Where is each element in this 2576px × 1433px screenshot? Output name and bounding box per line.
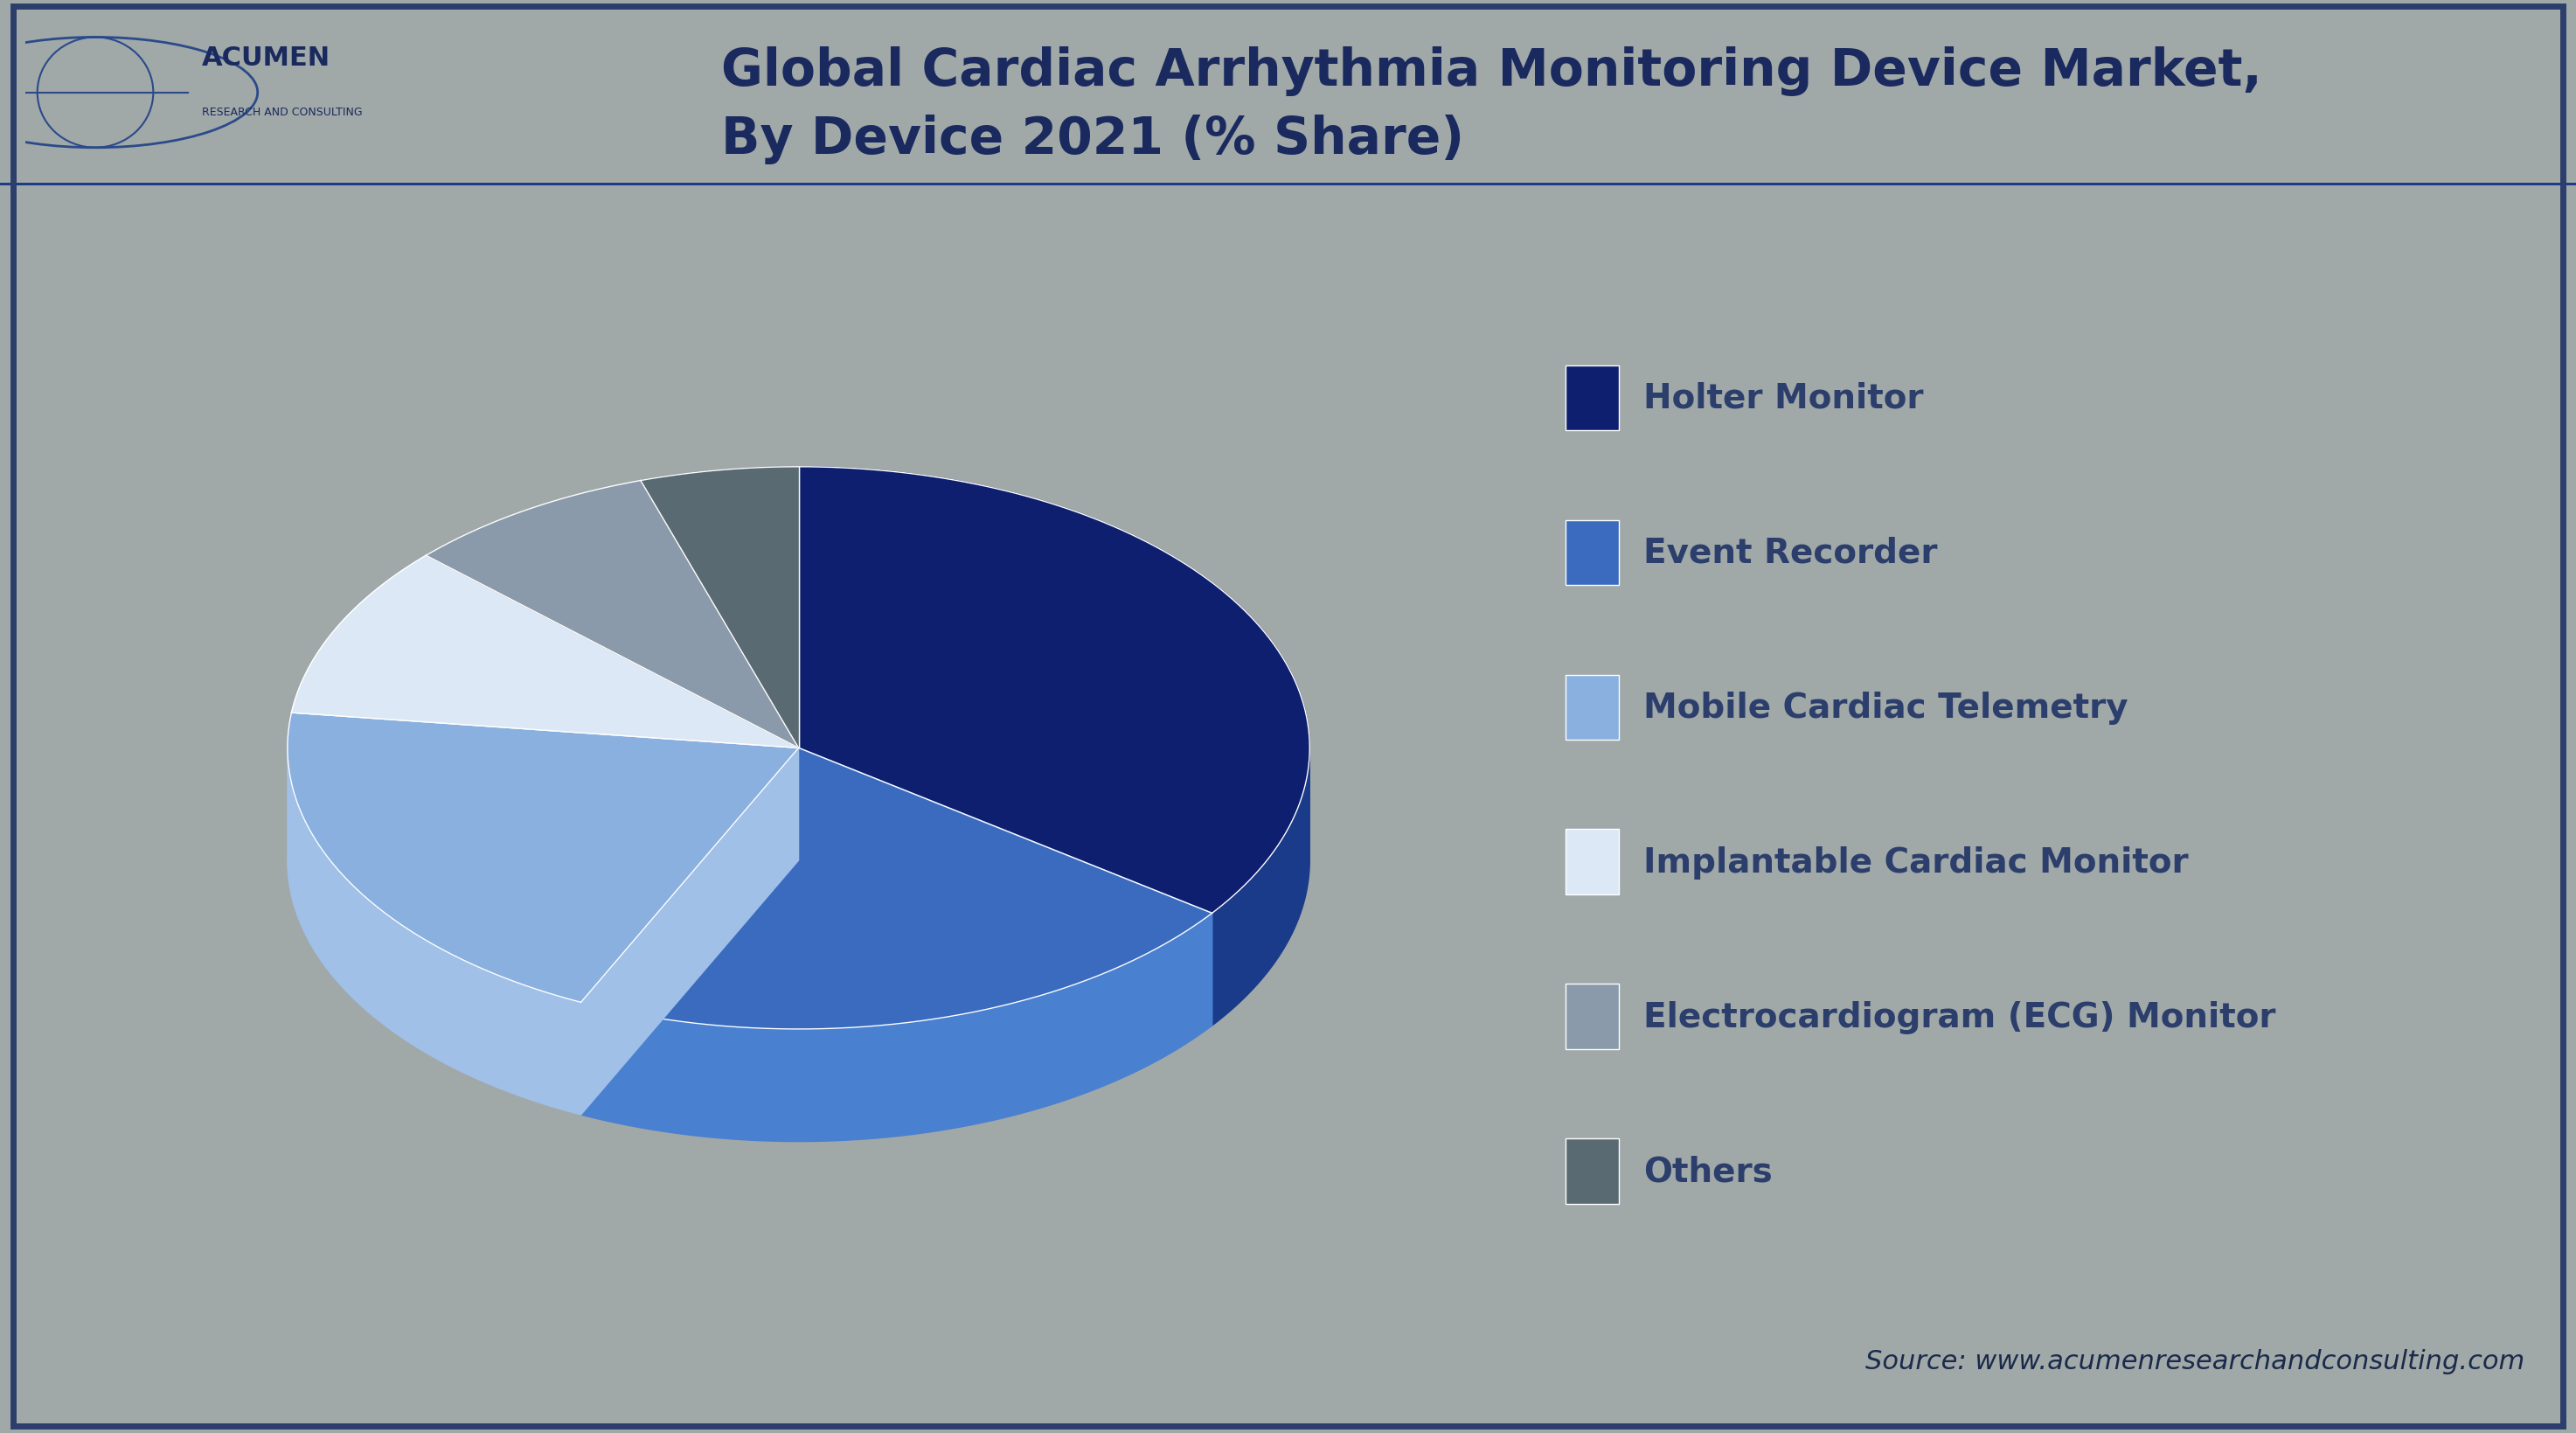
Text: Global Cardiac Arrhythmia Monitoring Device Market,: Global Cardiac Arrhythmia Monitoring Dev… [721, 46, 2262, 96]
Text: Implantable Cardiac Monitor: Implantable Cardiac Monitor [1643, 845, 2190, 878]
FancyBboxPatch shape [1566, 1139, 1620, 1204]
Text: ACUMEN: ACUMEN [201, 46, 330, 72]
Polygon shape [289, 747, 582, 1115]
FancyBboxPatch shape [1566, 984, 1620, 1049]
Polygon shape [582, 913, 1213, 1142]
Text: By Device 2021 (% Share): By Device 2021 (% Share) [721, 115, 1463, 165]
Text: Others: Others [1643, 1155, 1772, 1188]
Polygon shape [799, 748, 1213, 1026]
Text: Source: www.acumenresearchandconsulting.com: Source: www.acumenresearchandconsulting.… [1865, 1348, 2524, 1374]
Polygon shape [291, 556, 799, 748]
Text: Event Recorder: Event Recorder [1643, 536, 1937, 569]
Text: Electrocardiogram (ECG) Monitor: Electrocardiogram (ECG) Monitor [1643, 1000, 2277, 1033]
Text: Mobile Cardiac Telemetry: Mobile Cardiac Telemetry [1643, 691, 2128, 724]
Polygon shape [1213, 748, 1309, 1026]
FancyBboxPatch shape [1566, 675, 1620, 741]
FancyBboxPatch shape [1566, 520, 1620, 586]
Polygon shape [425, 481, 799, 748]
FancyBboxPatch shape [1566, 830, 1620, 894]
Text: RESEARCH AND CONSULTING: RESEARCH AND CONSULTING [201, 106, 363, 118]
Polygon shape [799, 748, 1213, 1026]
Polygon shape [641, 467, 799, 748]
FancyBboxPatch shape [1566, 365, 1620, 431]
Polygon shape [582, 748, 799, 1115]
Polygon shape [582, 748, 799, 1115]
Text: Holter Monitor: Holter Monitor [1643, 381, 1924, 416]
Polygon shape [582, 748, 1213, 1029]
Polygon shape [799, 467, 1309, 913]
Polygon shape [289, 714, 799, 1003]
